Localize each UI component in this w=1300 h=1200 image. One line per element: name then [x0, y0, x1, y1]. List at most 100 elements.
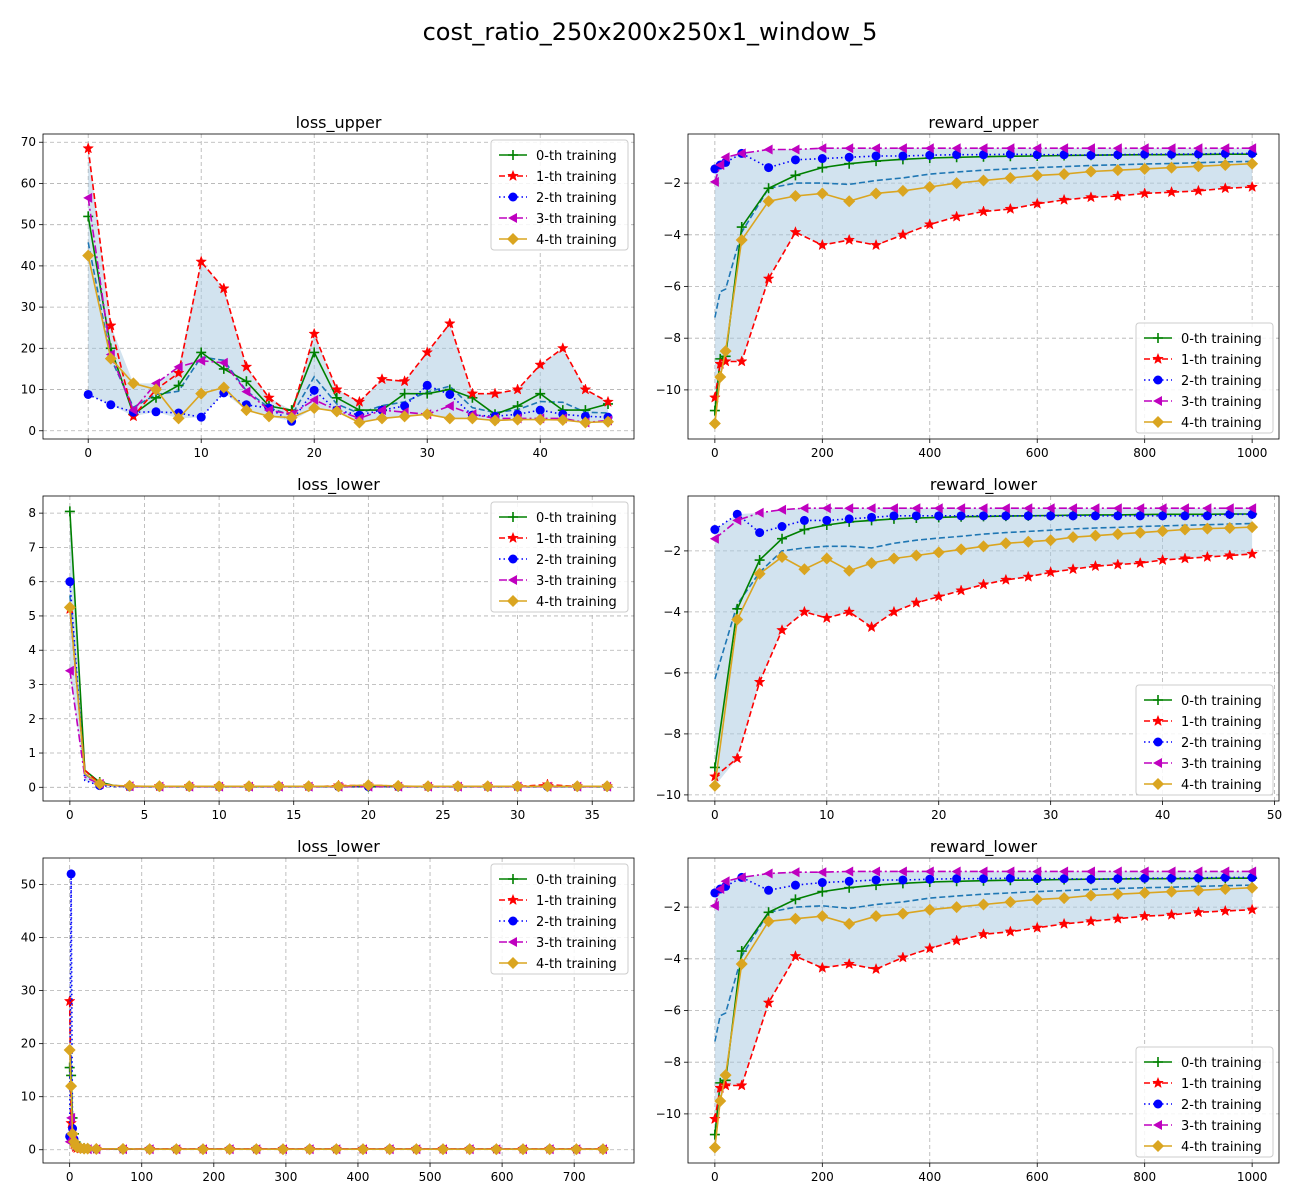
data-point — [897, 866, 907, 877]
subplot-4: reward_lower 0 10 20 30 40 50 −10 −8 −6 −4 −2 0-th t… — [656, 475, 1282, 822]
data-point — [66, 1127, 79, 1140]
legend-marker — [507, 595, 519, 607]
data-point — [977, 898, 990, 911]
data-point — [183, 780, 196, 793]
data-point — [242, 780, 255, 793]
data-point — [579, 383, 592, 395]
data-point — [1089, 529, 1102, 542]
data-point — [377, 405, 387, 416]
legend-box — [490, 501, 629, 613]
series-4 — [63, 601, 614, 793]
data-point — [720, 876, 730, 887]
data-point — [790, 170, 801, 181]
data-point — [1139, 866, 1149, 877]
data-point — [843, 957, 856, 970]
data-point — [720, 152, 730, 163]
data-point — [1085, 915, 1097, 927]
data-point — [1068, 511, 1078, 521]
legend-label: 1-th training — [536, 170, 617, 185]
data-point — [950, 934, 963, 946]
legend-marker — [507, 233, 519, 245]
x-tick-label: 500 — [419, 1170, 442, 1184]
data-point — [218, 363, 229, 374]
data-point — [376, 412, 389, 425]
data-point — [535, 405, 545, 415]
legend-marker — [1153, 737, 1163, 747]
legend-label: 3-th training — [536, 936, 617, 951]
data-point — [956, 503, 966, 514]
subplot-title: reward_upper — [928, 113, 1039, 133]
data-point — [790, 144, 800, 155]
data-point — [932, 590, 945, 602]
legend-marker — [1152, 714, 1164, 727]
data-point — [790, 894, 801, 905]
legend-label: 4-th training — [536, 233, 617, 248]
data-point — [285, 411, 298, 424]
data-point — [714, 1094, 727, 1107]
x-tick-label: 35 — [585, 808, 600, 822]
data-point — [1246, 903, 1259, 915]
data-point — [763, 144, 773, 155]
data-point — [708, 417, 721, 430]
data-point — [437, 1143, 450, 1156]
data-point — [383, 1143, 396, 1156]
data-point — [1178, 523, 1191, 536]
y-tick-label: −2 — [663, 176, 681, 190]
data-point — [731, 613, 744, 626]
data-point — [240, 404, 253, 417]
data-point — [1090, 511, 1100, 521]
legend-marker — [508, 937, 517, 947]
data-point — [195, 387, 208, 400]
data-point — [888, 503, 898, 514]
legend-label: 1-th training — [1181, 715, 1262, 730]
data-point — [309, 385, 319, 395]
data-point — [534, 413, 547, 426]
data-point — [1059, 866, 1069, 877]
data-point — [331, 392, 342, 403]
y-tick-label: −6 — [663, 280, 681, 294]
data-point — [1058, 193, 1071, 205]
data-point — [1112, 866, 1122, 877]
data-point — [1112, 143, 1122, 154]
data-point — [1086, 150, 1096, 160]
data-point — [1202, 511, 1212, 521]
data-point — [579, 416, 592, 429]
y-tick-label: −10 — [656, 383, 681, 397]
data-point — [1138, 187, 1151, 199]
data-point — [1219, 883, 1232, 896]
data-point — [844, 143, 854, 154]
data-point — [731, 752, 744, 764]
legend-box — [490, 863, 629, 975]
legend-marker — [507, 957, 519, 969]
data-point — [817, 867, 827, 878]
data-point — [376, 373, 388, 385]
data-point — [732, 603, 743, 614]
data-point — [844, 866, 854, 877]
data-point — [308, 327, 321, 339]
legend-marker — [508, 575, 517, 585]
data-point — [330, 405, 343, 418]
data-point — [865, 620, 878, 633]
data-point — [867, 512, 877, 522]
range-band — [714, 148, 1253, 424]
data-point — [63, 1044, 76, 1057]
data-point — [1156, 553, 1169, 566]
data-point — [1138, 162, 1151, 175]
data-point — [517, 1143, 530, 1156]
data-point — [710, 525, 720, 535]
data-point — [143, 1143, 156, 1156]
data-point — [977, 540, 990, 553]
data-point — [410, 1143, 423, 1156]
data-point — [925, 150, 935, 160]
data-point — [353, 395, 366, 407]
data-point — [66, 869, 76, 879]
data-point — [896, 907, 909, 920]
data-point — [1000, 503, 1010, 514]
data-point — [197, 1143, 210, 1156]
legend-marker — [1152, 416, 1164, 428]
series-1 — [63, 602, 614, 792]
x-tick-label: 15 — [286, 808, 301, 822]
legend-box — [490, 139, 629, 251]
x-tick-label: 700 — [563, 1170, 586, 1184]
x-tick-label: 40 — [533, 446, 548, 460]
